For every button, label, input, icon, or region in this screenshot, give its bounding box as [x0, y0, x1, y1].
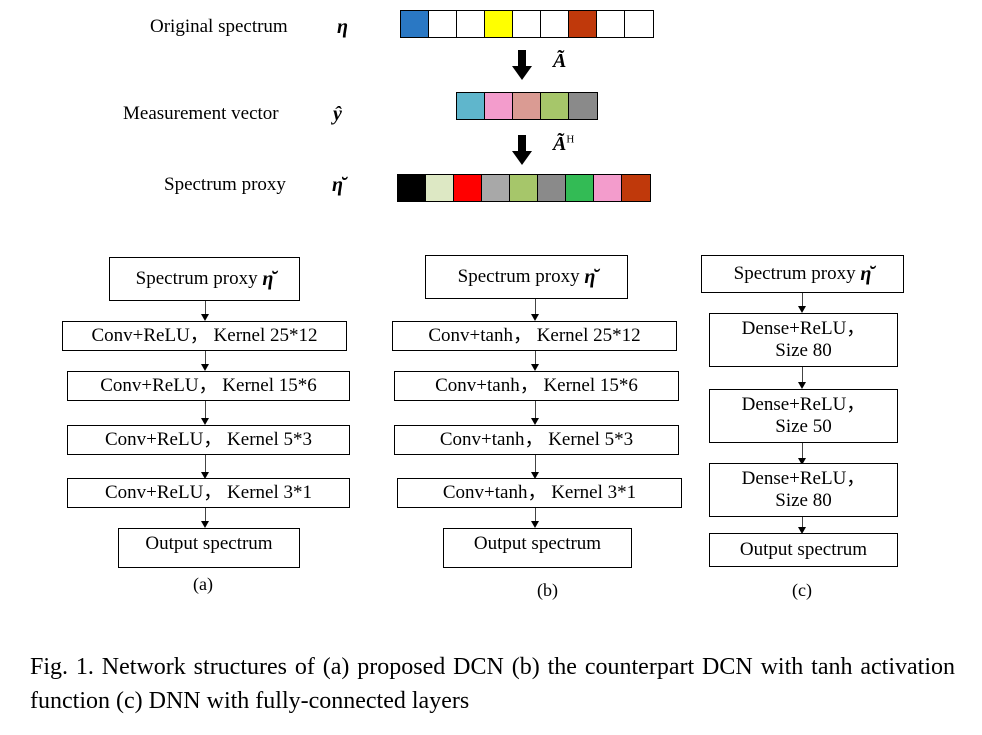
spectrum-proxy-cell	[622, 175, 650, 201]
original-spectrum-strip	[400, 10, 654, 38]
spectrum-proxy-cell	[482, 175, 510, 201]
spectrum-proxy-symbol: η̆	[332, 174, 343, 196]
spectrum-proxy-label: Spectrum proxy	[164, 174, 286, 195]
original-spectrum-cell	[485, 11, 513, 37]
spectrum-proxy-cell	[454, 175, 482, 201]
subfigure-label: (b)	[537, 580, 558, 600]
figure-caption: Fig. 1. Network structures of (a) propos…	[30, 654, 955, 714]
output-box: Output spectrum	[709, 533, 898, 567]
input-box: Spectrum proxy η̆	[701, 255, 904, 293]
original-spectrum-label: Original spectrum	[150, 16, 288, 37]
original-spectrum-cell	[625, 11, 653, 37]
original-spectrum-cell	[513, 11, 541, 37]
layer-box: Conv+ReLU， Kernel 15*6	[67, 371, 350, 401]
original-spectrum-cell	[541, 11, 569, 37]
spectrum-proxy-cell	[566, 175, 594, 201]
measurement-vector-cell	[569, 93, 597, 119]
spectrum-proxy-strip	[397, 174, 651, 202]
original-spectrum-cell	[457, 11, 485, 37]
measurement-matrix-label: Ã	[553, 50, 567, 72]
measurement-vector-cell	[485, 93, 513, 119]
layer-box: Dense+ReLU， Size 80	[709, 463, 898, 517]
down-arrow-icon	[512, 50, 532, 80]
output-box: Output spectrum	[443, 528, 632, 568]
layer-box: Conv+tanh， Kernel 15*6	[394, 371, 679, 401]
original-spectrum-cell	[429, 11, 457, 37]
spectrum-proxy-cell	[398, 175, 426, 201]
adjoint-matrix-label: ÃH	[553, 133, 575, 155]
spectrum-proxy-cell	[538, 175, 566, 201]
measurement-vector-strip	[456, 92, 598, 120]
spectrum-proxy-cell	[510, 175, 538, 201]
original-spectrum-cell	[597, 11, 625, 37]
original-spectrum-cell	[569, 11, 597, 37]
measurement-vector-cell	[541, 93, 569, 119]
layer-box: Conv+tanh， Kernel 3*1	[397, 478, 682, 508]
layer-box: Dense+ReLU， Size 80	[709, 313, 898, 367]
input-box: Spectrum proxy η̆	[425, 255, 628, 299]
layer-box: Conv+ReLU， Kernel 5*3	[67, 425, 350, 455]
spectrum-proxy-cell	[594, 175, 622, 201]
spectrum-proxy-cell	[426, 175, 454, 201]
subfigure-label: (c)	[792, 580, 812, 600]
layer-box: Conv+ReLU， Kernel 3*1	[67, 478, 350, 508]
layer-box: Dense+ReLU， Size 50	[709, 389, 898, 443]
measurement-vector-cell	[457, 93, 485, 119]
original-spectrum-symbol: η	[337, 16, 348, 38]
layer-box: Conv+tanh， Kernel 25*12	[392, 321, 677, 351]
measurement-vector-symbol: ŷ	[333, 103, 342, 125]
measurement-vector-cell	[513, 93, 541, 119]
input-box: Spectrum proxy η̆	[109, 257, 300, 301]
subfigure-label: (a)	[193, 574, 213, 594]
output-box: Output spectrum	[118, 528, 300, 568]
measurement-vector-label: Measurement vector	[123, 103, 279, 124]
layer-box: Conv+ReLU， Kernel 25*12	[62, 321, 347, 351]
down-arrow-icon	[512, 135, 532, 165]
layer-box: Conv+tanh， Kernel 5*3	[394, 425, 679, 455]
original-spectrum-cell	[401, 11, 429, 37]
